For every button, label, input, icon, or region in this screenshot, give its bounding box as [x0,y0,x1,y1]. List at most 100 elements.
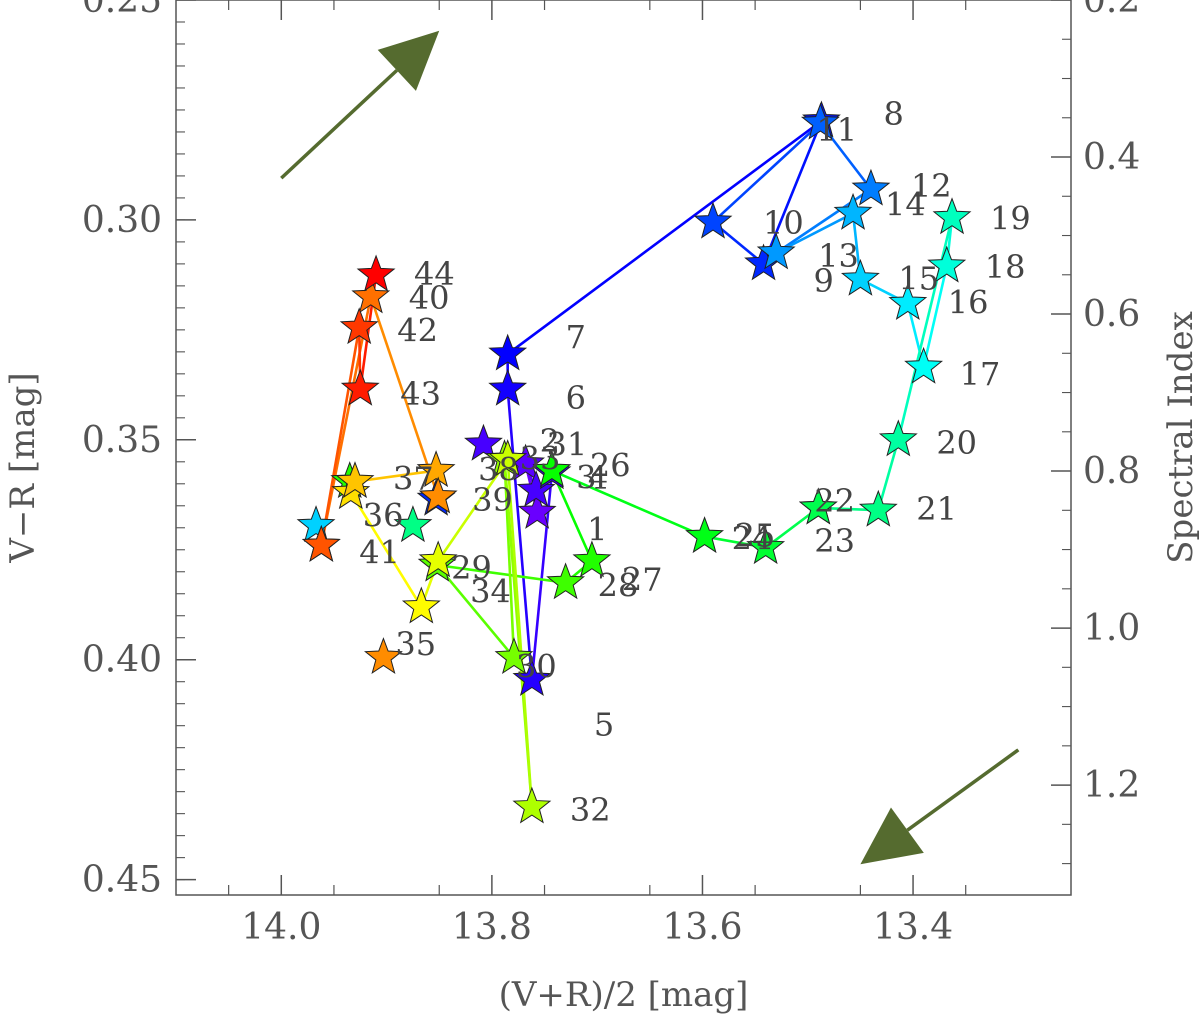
star-marker-32 [512,786,552,824]
star-marker [393,505,433,543]
point-label-17: 17 [960,355,1001,393]
star-marker-10 [693,201,733,239]
star-marker-16 [888,283,928,320]
axis-ticks [176,0,1071,895]
star-marker-27 [572,540,612,578]
star-marker [364,637,403,675]
series-segment [712,122,822,224]
series-segment [551,469,706,538]
star-marker-19 [932,197,972,235]
y2-tick-label: 1.0 [1083,608,1140,649]
star-marker-17 [904,346,944,384]
point-label-20: 20 [936,424,977,462]
point-label-27: 27 [622,561,663,599]
star-marker-35 [401,586,441,624]
point-label-12: 12 [911,167,952,205]
point-label-34: 34 [470,573,511,611]
star-marker-15 [840,258,880,296]
star-marker-25 [685,516,725,554]
y-tick-label: 0.25 [82,0,162,21]
point-label-40: 40 [409,279,450,317]
point-label-35: 35 [395,625,436,663]
star-marker-14 [833,192,873,230]
x-tick-label: 14.0 [241,907,321,948]
arrow-redder-and-fainter [860,748,1020,865]
series-segment [436,564,515,659]
y2-tick-label: 1.2 [1083,765,1140,806]
point-label-10: 10 [763,204,804,242]
star-marker-39 [418,476,458,514]
star-marker-44 [356,254,396,292]
star-marker-37 [335,461,375,499]
point-label-25: 25 [735,517,776,555]
star-marker-7 [488,333,528,371]
star-marker-11 [800,102,840,140]
y2-tick-label: 0.2 [1083,0,1140,21]
star-marker-5 [512,659,552,697]
point-label-5: 5 [594,705,614,743]
x-tick-label: 13.8 [452,907,532,948]
point-label-24: 24 [732,520,773,558]
point-label-39: 39 [472,481,513,519]
star-marker-24 [746,527,786,565]
star-marker-18 [927,245,967,283]
series-segment [506,389,534,680]
point-label-9: 9 [814,262,834,300]
star-marker [296,505,336,543]
star-marker-13 [756,232,796,270]
point-label-41: 41 [359,533,400,571]
series-segment [762,120,823,265]
point-label-14: 14 [885,185,926,223]
series-segment [897,217,954,441]
star-marker-6 [488,368,528,406]
y-axis-label: V−R [mag] [3,372,43,563]
point-label-8: 8 [883,95,903,133]
point-label-18: 18 [985,248,1026,286]
series-segment [369,296,440,498]
series-segment [877,439,900,511]
point-label-1: 1 [587,510,607,548]
series-segment [437,458,509,562]
plot-frame [175,0,1072,896]
star-marker-21 [858,489,898,527]
data-points [296,100,972,824]
x-tick-label: 13.4 [873,907,953,948]
series-segment [436,563,566,585]
point-label-38: 38 [478,451,519,489]
y2-tick-label: 0.8 [1083,451,1140,492]
star-marker-20 [878,419,918,457]
point-label-6: 6 [566,379,586,417]
star-marker-38 [416,450,456,488]
point-label-44: 44 [414,255,455,293]
y-tick-label: 0.35 [82,420,162,461]
point-label-26: 26 [590,447,631,485]
star-marker [464,423,503,461]
y2-tick-label: 0.4 [1083,137,1140,178]
star-marker-12 [851,168,891,206]
series-segment [922,265,949,368]
point-label-16: 16 [948,283,989,321]
star-marker-28 [546,562,586,600]
point-label-11: 11 [816,111,857,149]
star-marker-34 [418,540,458,578]
star-marker-1 [517,491,557,529]
point-label-13: 13 [818,237,859,275]
point-label-31: 31 [547,426,588,464]
star-marker-3 [516,469,556,507]
star-marker-41 [301,524,341,562]
point-label-28: 28 [598,567,639,605]
star-marker-33 [488,439,528,477]
point-label-32: 32 [570,791,611,829]
point-label-4: 4 [588,459,608,497]
point-label-30: 30 [516,648,557,686]
star-marker-40 [351,276,391,314]
point-label-3: 3 [576,458,596,496]
star-marker-42 [339,307,379,345]
y-tick-label: 0.30 [82,200,162,241]
point-label-21: 21 [916,490,957,528]
y2-axis-label: Spectral Index [1161,311,1200,563]
point-label-33: 33 [520,440,561,478]
star-marker-30 [494,637,534,675]
x-axis-label: (V+R)/2 [mag] [499,975,749,1015]
